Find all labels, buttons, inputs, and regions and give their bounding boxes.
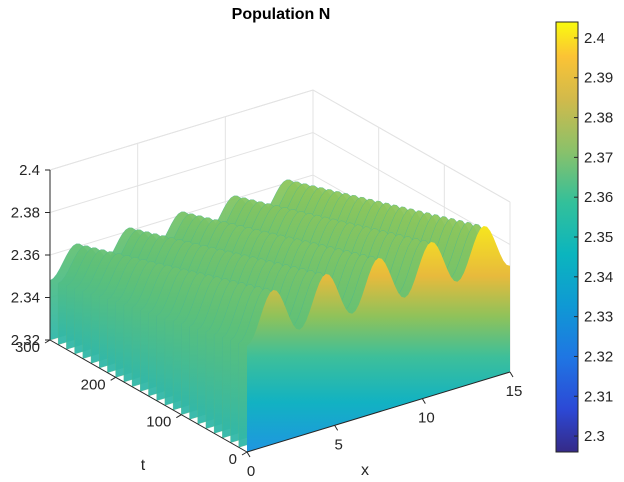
z-tick-label: 2.36 bbox=[11, 247, 40, 264]
x-tick-label: 5 bbox=[334, 436, 342, 453]
colorbar-tick-label: 2.35 bbox=[584, 229, 613, 246]
x-axis-line bbox=[246, 371, 511, 453]
t-axis-line bbox=[49, 339, 248, 453]
colorbar-ticks: 2.3 2.31 2.32 2.33 2.34 2.35 2.36 2.37 2.38 2.39 2… bbox=[574, 30, 613, 445]
box-top bbox=[49, 89, 511, 203]
x-tick-mark bbox=[246, 451, 251, 458]
colorbar: 2.3 2.31 2.32 2.33 2.34 2.35 2.36 2.37 2.38 2.39 2… bbox=[555, 21, 613, 453]
x-tick-mark bbox=[509, 371, 514, 378]
z-tick-label: 2.4 bbox=[19, 162, 40, 179]
colorbar-tick-label: 2.4 bbox=[584, 30, 605, 47]
x-tick-mark bbox=[334, 425, 339, 431]
colorbar-tick-label: 2.34 bbox=[584, 269, 613, 286]
colorbar-tick-label: 2.38 bbox=[584, 110, 613, 127]
colorbar-tick-label: 2.33 bbox=[584, 309, 613, 326]
surface-front-face bbox=[247, 225, 510, 452]
t-tick-label: 200 bbox=[81, 376, 106, 393]
chart-title: Population N bbox=[232, 6, 331, 23]
t-axis-label: t bbox=[141, 457, 146, 474]
t-tick-label: 100 bbox=[146, 414, 171, 431]
t-tick-label: 300 bbox=[15, 339, 40, 356]
z-tick-label: 2.32 bbox=[11, 332, 40, 349]
t-tick-mark bbox=[241, 451, 248, 456]
t-tick-mark bbox=[176, 414, 182, 419]
x-tick-mark bbox=[421, 398, 426, 404]
z-tick-label: 2.38 bbox=[11, 205, 40, 222]
t-tick-label: 0 bbox=[229, 451, 237, 468]
colorbar-tick-label: 2.3 bbox=[584, 428, 605, 445]
x-axis-label: x bbox=[361, 462, 369, 479]
colorbar-tick-label: 2.39 bbox=[584, 70, 613, 87]
z-tick-label: 2.34 bbox=[11, 290, 40, 307]
colorbar-tick-label: 2.37 bbox=[584, 149, 613, 166]
colorbar-tick-label: 2.31 bbox=[584, 388, 613, 405]
x-tick-label: 15 bbox=[506, 383, 523, 400]
x-tick-label: 10 bbox=[418, 410, 435, 427]
colorbar-tick-label: 2.32 bbox=[584, 348, 613, 365]
t-tick-mark bbox=[110, 376, 116, 381]
colorbar-tick-label: 2.36 bbox=[584, 189, 613, 206]
surface-plot bbox=[49, 179, 510, 452]
x-tick-label: 0 bbox=[247, 463, 255, 480]
